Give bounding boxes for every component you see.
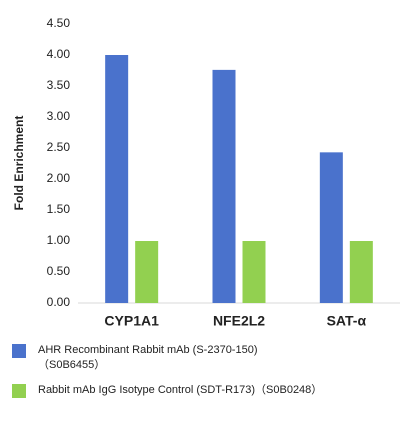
y-tick-label: 4.50 [47,16,71,30]
legend-swatch [12,344,26,358]
bar [242,241,266,303]
y-tick-label: 0.00 [47,295,71,309]
legend-label: AHR Recombinant Rabbit mAb (S-2370-150)（… [38,344,258,371]
y-tick-label: 2.50 [47,140,71,154]
y-tick-label: 4.00 [47,47,71,61]
x-tick-label: NFE2L2 [213,313,265,329]
y-tick-label: 0.50 [47,264,71,278]
y-tick-label: 1.00 [47,233,71,247]
legend-item: Rabbit mAb IgG Isotype Control (SDT-R173… [12,383,402,398]
y-tick-label: 1.50 [47,202,71,216]
bar [105,55,129,303]
bar [135,241,159,303]
y-tick-label: 2.00 [47,171,71,185]
bar [349,241,373,303]
chart: Fold Enrichment 0.00 0.50 1.00 1.50 2.00 2.50… [12,16,400,329]
legend-label: Rabbit mAb IgG Isotype Control (SDT-R173… [38,384,323,396]
y-axis-title: Fold Enrichment [12,116,26,211]
legend-item: AHR Recombinant Rabbit mAb (S-2370-150)（… [12,343,312,373]
legend-swatch [12,384,26,398]
y-tick-label: 3.00 [47,109,71,123]
x-tick-label: SAT-α [327,313,367,329]
x-tick-label: CYP1A1 [104,313,159,329]
y-tick-label: 3.50 [47,78,71,92]
bar [212,69,236,303]
bar [319,152,343,303]
